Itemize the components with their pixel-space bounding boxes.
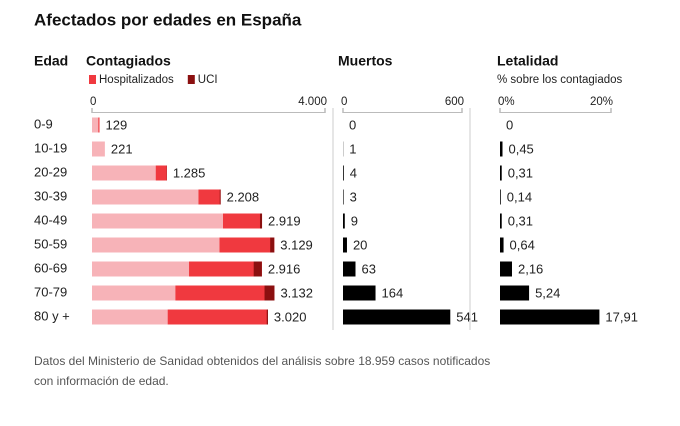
category-label: 80 y +	[34, 308, 70, 323]
value-label: 164	[382, 285, 404, 300]
category-label: 50-59	[34, 236, 67, 251]
value-label: 17,91	[605, 309, 638, 324]
value-label: 2.208	[227, 189, 260, 204]
value-label: 541	[456, 309, 478, 324]
bar-segment	[259, 213, 263, 229]
bar	[92, 189, 221, 205]
bar	[500, 237, 504, 253]
category-label: 0-9	[34, 116, 53, 131]
footnote: con información de edad.	[34, 374, 169, 388]
legend-swatch	[187, 75, 195, 84]
bar-segment	[264, 285, 275, 301]
value-label: 2.919	[268, 213, 301, 228]
bar	[500, 213, 502, 229]
category-header: Edad	[34, 53, 68, 69]
bar-segment	[253, 261, 262, 277]
bar-segment	[266, 309, 268, 325]
bar	[343, 165, 344, 181]
bar-segment	[175, 285, 275, 301]
bar-segment	[198, 189, 221, 205]
value-label: 0,31	[508, 213, 533, 228]
bar	[500, 141, 503, 157]
value-label: 4	[350, 165, 357, 180]
value-label: 2,16	[518, 261, 543, 276]
x-tick-label: 600	[445, 96, 464, 108]
bar	[343, 189, 344, 205]
category-label: 70-79	[34, 284, 67, 299]
category-label: 30-39	[34, 188, 67, 203]
value-label: 0,64	[510, 237, 535, 252]
category-label: 60-69	[34, 260, 67, 275]
value-label: 2.916	[268, 261, 301, 276]
bar	[500, 189, 501, 205]
bar	[500, 261, 512, 277]
bar-segment	[223, 213, 263, 229]
panel-title: Muertos	[338, 53, 393, 69]
value-label: 3.129	[280, 237, 313, 252]
value-label: 9	[351, 213, 358, 228]
x-tick-label: 0	[341, 96, 347, 108]
panel-subtitle: % sobre los contagiados	[497, 74, 623, 86]
value-label: 0,31	[508, 165, 533, 180]
x-tick-label: 0	[90, 96, 96, 108]
value-label: 0	[349, 117, 356, 132]
bar	[92, 117, 100, 133]
category-label: 20-29	[34, 164, 67, 179]
value-label: 63	[361, 261, 375, 276]
bar-segment	[219, 237, 275, 253]
value-label: 1.285	[173, 165, 206, 180]
bar	[343, 285, 376, 301]
bar-segment	[270, 237, 275, 253]
x-tick-label: 20%	[590, 96, 613, 108]
bar	[500, 309, 600, 325]
value-label: 221	[111, 141, 133, 156]
bar	[343, 261, 356, 277]
bar	[343, 213, 345, 229]
legend-label: Hospitalizados	[99, 74, 174, 86]
bar	[500, 285, 530, 301]
value-label: 0,45	[508, 141, 533, 156]
bar-segment	[167, 309, 268, 325]
legend-label: UCI	[198, 74, 218, 86]
bar	[343, 237, 347, 253]
value-label: 5,24	[535, 285, 560, 300]
category-label: 10-19	[34, 140, 67, 155]
bar-segment	[189, 261, 262, 277]
bar-segment	[98, 117, 100, 133]
value-label: 0,14	[507, 189, 532, 204]
bar	[92, 165, 167, 181]
bar	[500, 165, 502, 181]
panel-title: Letalidad	[497, 53, 558, 69]
bar	[92, 141, 105, 157]
bar	[92, 213, 263, 229]
bar-segment	[219, 189, 221, 205]
value-label: 3	[350, 189, 357, 204]
value-label: 0	[506, 117, 513, 132]
category-label: 40-49	[34, 212, 67, 227]
panel-title: Contagiados	[86, 53, 171, 69]
bar	[343, 309, 451, 325]
x-tick-label: 0%	[498, 96, 515, 108]
value-label: 129	[106, 117, 128, 132]
legend-swatch	[89, 75, 96, 84]
bar-segment	[155, 165, 167, 181]
value-label: 1	[349, 141, 356, 156]
x-tick-label: 4.000	[298, 96, 327, 108]
value-label: 3.020	[274, 309, 307, 324]
chart-title: Afectados por edades en España	[34, 10, 302, 29]
footnote: Datos del Ministerio de Sanidad obtenido…	[34, 354, 490, 368]
value-label: 3.132	[280, 285, 313, 300]
value-label: 20	[353, 237, 367, 252]
